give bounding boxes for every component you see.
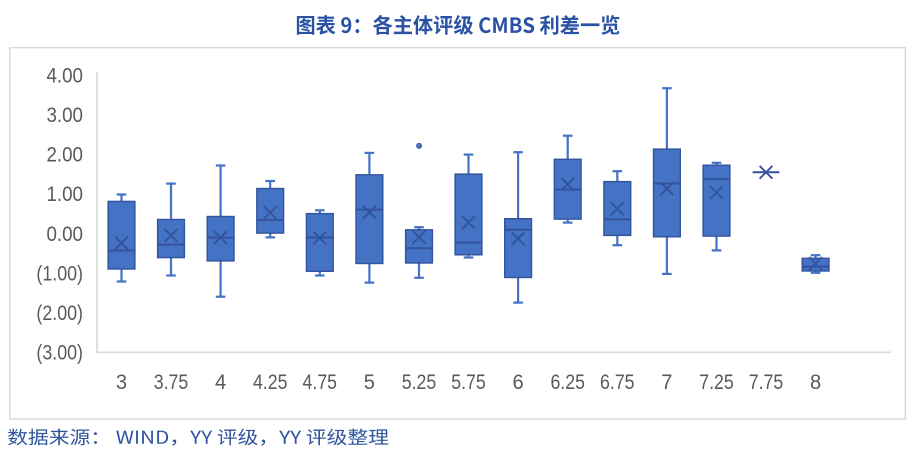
svg-text:7.25: 7.25 (699, 370, 734, 394)
svg-text:5: 5 (364, 370, 375, 394)
svg-text:5.25: 5.25 (402, 370, 437, 394)
svg-text:4.75: 4.75 (303, 370, 338, 394)
svg-text:3.75: 3.75 (154, 370, 189, 394)
svg-text:8: 8 (810, 370, 821, 394)
svg-text:2.00: 2.00 (47, 143, 84, 167)
svg-text:4.00: 4.00 (47, 63, 84, 87)
svg-text:6.75: 6.75 (600, 370, 635, 394)
svg-text:7: 7 (661, 370, 672, 394)
svg-text:6.25: 6.25 (550, 370, 585, 394)
svg-text:(2.00): (2.00) (36, 301, 83, 325)
svg-text:3.00: 3.00 (47, 103, 84, 127)
svg-text:4.25: 4.25 (253, 370, 288, 394)
svg-text:6: 6 (513, 370, 524, 394)
svg-text:(3.00): (3.00) (36, 341, 83, 365)
svg-text:0.00: 0.00 (47, 222, 84, 246)
svg-text:4: 4 (215, 370, 226, 394)
svg-text:5.75: 5.75 (451, 370, 486, 394)
svg-text:(1.00): (1.00) (36, 261, 83, 285)
svg-text:3: 3 (116, 370, 127, 394)
svg-text:7.75: 7.75 (749, 370, 784, 394)
svg-text:1.00: 1.00 (47, 182, 84, 206)
